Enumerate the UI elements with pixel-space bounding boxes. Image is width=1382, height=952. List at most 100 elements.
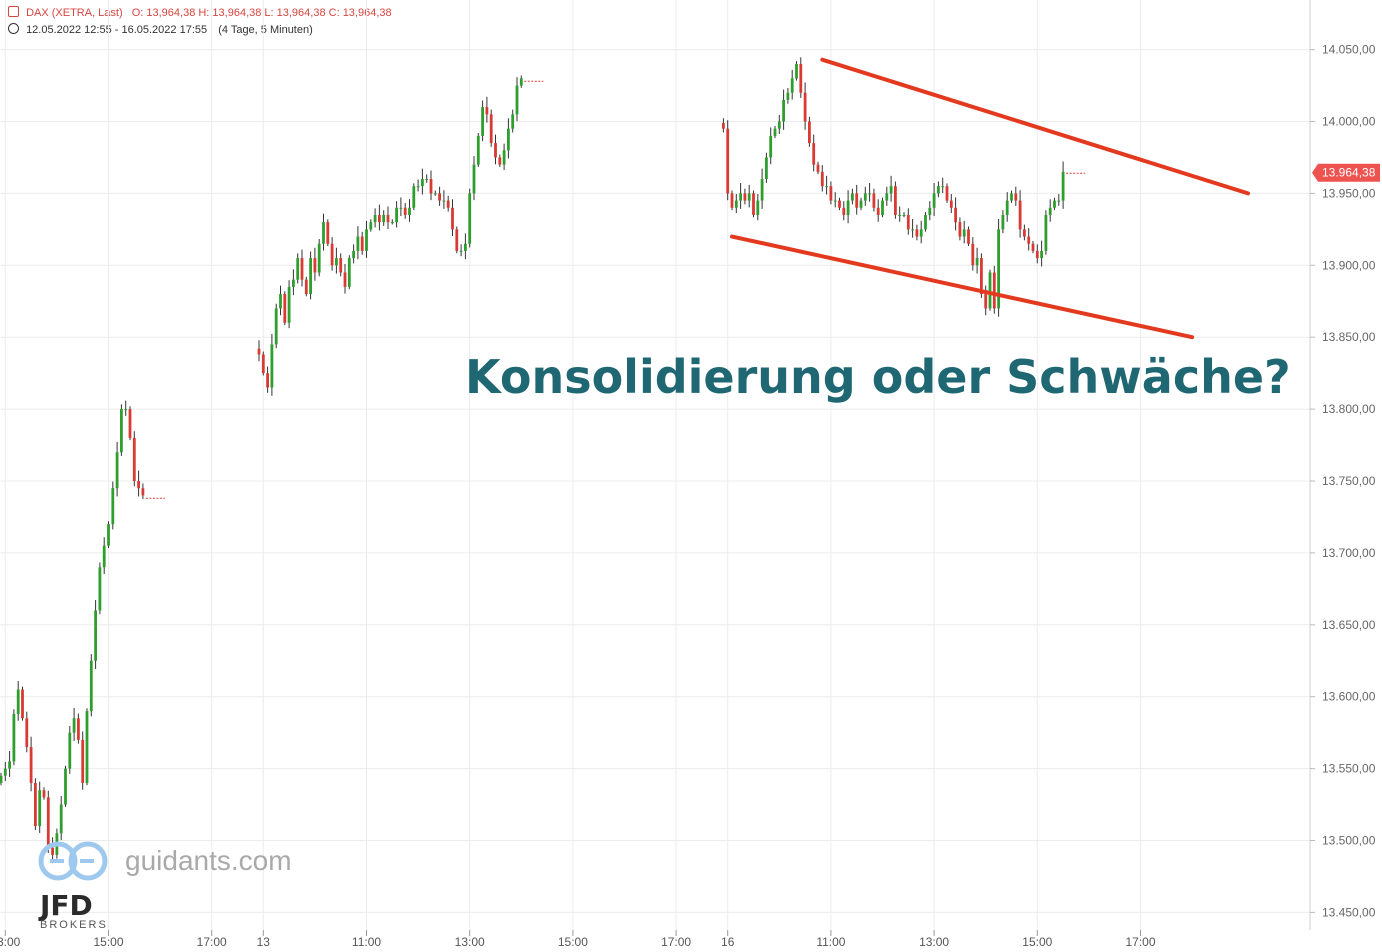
candle xyxy=(390,219,394,225)
settings-icon[interactable] xyxy=(8,6,19,17)
candle xyxy=(988,269,992,311)
candle-body xyxy=(507,128,510,151)
candle xyxy=(16,681,20,721)
candle-body xyxy=(34,782,37,827)
candle xyxy=(894,181,897,219)
candle xyxy=(455,226,459,254)
candle-body xyxy=(1031,243,1035,251)
candle-body xyxy=(85,711,89,783)
candle xyxy=(769,127,773,165)
candle xyxy=(949,193,953,214)
candle-body xyxy=(820,171,824,187)
candle-body xyxy=(42,790,46,798)
candle-body xyxy=(739,193,742,201)
candle xyxy=(932,183,936,217)
candle-body xyxy=(98,567,102,611)
candle xyxy=(270,334,274,396)
chart-annotation: Konsolidierung oder Schwäche? xyxy=(465,350,1291,404)
candle xyxy=(1023,224,1026,241)
candle xyxy=(464,233,467,260)
candle-body xyxy=(730,193,734,208)
candle xyxy=(971,237,975,271)
candle xyxy=(81,731,85,790)
candle xyxy=(425,174,429,183)
candle-body xyxy=(485,107,489,115)
candle-body xyxy=(464,243,467,251)
candle xyxy=(808,116,811,147)
candle xyxy=(89,654,93,717)
candle-body xyxy=(967,229,970,244)
candle-body xyxy=(257,348,261,355)
candle-body xyxy=(386,214,390,223)
y-tick-label: 13.500,00 xyxy=(1322,834,1376,848)
candle xyxy=(906,208,910,235)
period-text: (4 Tage, 5 Minuten) xyxy=(218,24,313,36)
candle-body xyxy=(511,114,515,129)
candle xyxy=(433,190,437,196)
candle xyxy=(739,183,742,209)
x-tick-label: 13:00 xyxy=(919,935,949,949)
candle xyxy=(304,276,308,297)
candle-body xyxy=(339,258,343,273)
candle xyxy=(309,251,312,300)
candle-body xyxy=(352,250,355,259)
candle-body xyxy=(1005,200,1009,215)
candle xyxy=(803,82,807,130)
x-tick-label: 17:00 xyxy=(197,935,227,949)
candle xyxy=(476,133,480,167)
candle-body xyxy=(1044,214,1048,251)
y-tick-label: 13.750,00 xyxy=(1322,474,1376,488)
candle-body xyxy=(438,193,441,201)
candle xyxy=(799,57,803,99)
chart-header: DAX (XETRA, Last) O: 13,964,38 H: 13,964… xyxy=(8,6,392,19)
candle-body xyxy=(378,214,381,223)
candle xyxy=(64,765,67,807)
candle xyxy=(855,184,859,215)
candle xyxy=(72,707,76,741)
candle xyxy=(722,118,725,133)
candle-body xyxy=(975,258,979,266)
candle xyxy=(85,708,89,786)
candle-body xyxy=(270,344,274,388)
candle-body xyxy=(29,747,33,783)
candle-body xyxy=(68,732,72,769)
candle-body xyxy=(765,157,768,180)
candle-body xyxy=(128,409,132,438)
candle xyxy=(446,195,450,212)
candle xyxy=(1014,186,1018,206)
candle-body xyxy=(799,63,803,93)
x-tick-label: 15:00 xyxy=(93,935,123,949)
candle-body xyxy=(812,143,816,165)
candles xyxy=(0,57,1086,864)
candle xyxy=(859,197,863,211)
x-tick-label: 16 xyxy=(721,935,735,949)
candle-body xyxy=(365,229,368,251)
candle xyxy=(46,790,50,853)
candle-body xyxy=(111,488,115,525)
candle xyxy=(451,199,454,237)
candle xyxy=(773,125,777,139)
candle xyxy=(937,181,940,198)
candle-body xyxy=(395,207,398,223)
candle-body xyxy=(347,258,351,287)
candle-body xyxy=(261,354,265,374)
candle xyxy=(734,193,738,214)
candle-body xyxy=(769,135,773,158)
candle-body xyxy=(760,179,764,201)
candle-body xyxy=(502,150,506,165)
candle-body xyxy=(894,186,897,215)
candle-body xyxy=(429,179,433,194)
candle xyxy=(945,183,949,203)
candle-body xyxy=(102,545,106,568)
candle xyxy=(94,600,97,670)
watermark-brand: JFD xyxy=(38,889,93,922)
candle xyxy=(274,303,278,349)
candle xyxy=(1010,190,1013,203)
candle xyxy=(12,709,16,766)
candle-body xyxy=(107,524,110,546)
candle xyxy=(472,156,476,201)
y-tick-label: 13.700,00 xyxy=(1322,546,1376,560)
candle xyxy=(489,109,493,147)
candle xyxy=(408,199,411,222)
